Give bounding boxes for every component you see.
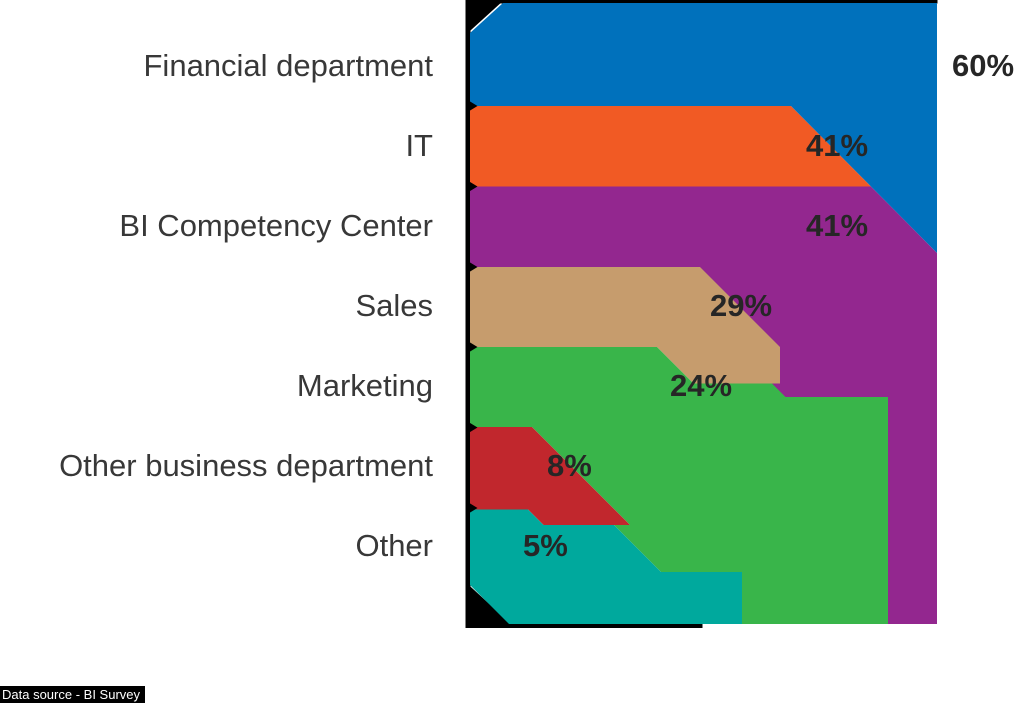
axis-line bbox=[465, 0, 471, 624]
category-label-financial-department: Financial department bbox=[143, 48, 434, 83]
axis-notch-icon bbox=[466, 99, 478, 113]
bar-financial-department bbox=[470, 3, 937, 253]
axis-notch-icon bbox=[466, 179, 478, 194]
category-label-marketing: Marketing bbox=[296, 368, 433, 403]
value-label-financial-department: 60% bbox=[952, 48, 1015, 83]
axis-notch-icon bbox=[466, 260, 478, 274]
axis-notch-icon bbox=[466, 501, 478, 515]
value-label-bi-competency-center: 41% bbox=[806, 208, 869, 243]
data-source-note: Data source - BI Survey bbox=[0, 686, 145, 703]
top-edge-line bbox=[465, 0, 938, 4]
bar-marketing bbox=[470, 347, 888, 624]
category-label-other-business-department: Other business department bbox=[59, 448, 433, 483]
bar-it bbox=[470, 106, 871, 187]
axis-notch-icon bbox=[466, 340, 478, 354]
category-label-it: IT bbox=[405, 128, 433, 163]
bar-sales bbox=[470, 267, 780, 384]
category-label-bi-competency-center: BI Competency Center bbox=[119, 208, 433, 243]
value-label-other: 5% bbox=[523, 528, 568, 563]
axis-notches bbox=[466, 99, 478, 515]
axis-notch-icon bbox=[466, 420, 478, 435]
top-left-corner-triangle bbox=[465, 0, 504, 35]
category-label-sales: Sales bbox=[355, 288, 433, 323]
bar-other bbox=[470, 509, 742, 624]
value-label-sales: 29% bbox=[710, 288, 773, 323]
value-label-marketing: 24% bbox=[670, 368, 733, 403]
bar-other-business-department bbox=[470, 427, 630, 525]
value-label-other-business-department: 8% bbox=[547, 448, 592, 483]
bar-bi-competency-center bbox=[470, 186, 937, 624]
value-label-it: 41% bbox=[806, 128, 869, 163]
category-label-other: Other bbox=[355, 528, 433, 563]
